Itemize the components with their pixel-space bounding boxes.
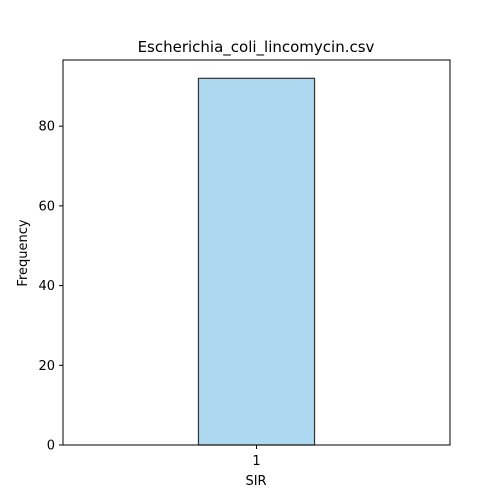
- y-axis-label: Frequency: [16, 219, 31, 286]
- x-axis-label: SIR: [245, 474, 266, 489]
- y-axis: 0 20 40 60 80: [38, 120, 63, 454]
- x-tick-label: 1: [252, 454, 260, 469]
- chart-title: Escherichia_coli_lincomycin.csv: [138, 38, 375, 57]
- y-tick-label: 20: [38, 359, 55, 374]
- y-tick-label: 80: [38, 120, 55, 135]
- bar-1: [197, 77, 316, 446]
- y-tick-label: 40: [38, 279, 55, 294]
- x-axis: 1: [252, 445, 261, 469]
- y-tick-label: 60: [38, 199, 55, 214]
- y-tick-label: 0: [47, 439, 55, 454]
- plot-frame: [62, 59, 451, 446]
- bars: [77, 77, 436, 446]
